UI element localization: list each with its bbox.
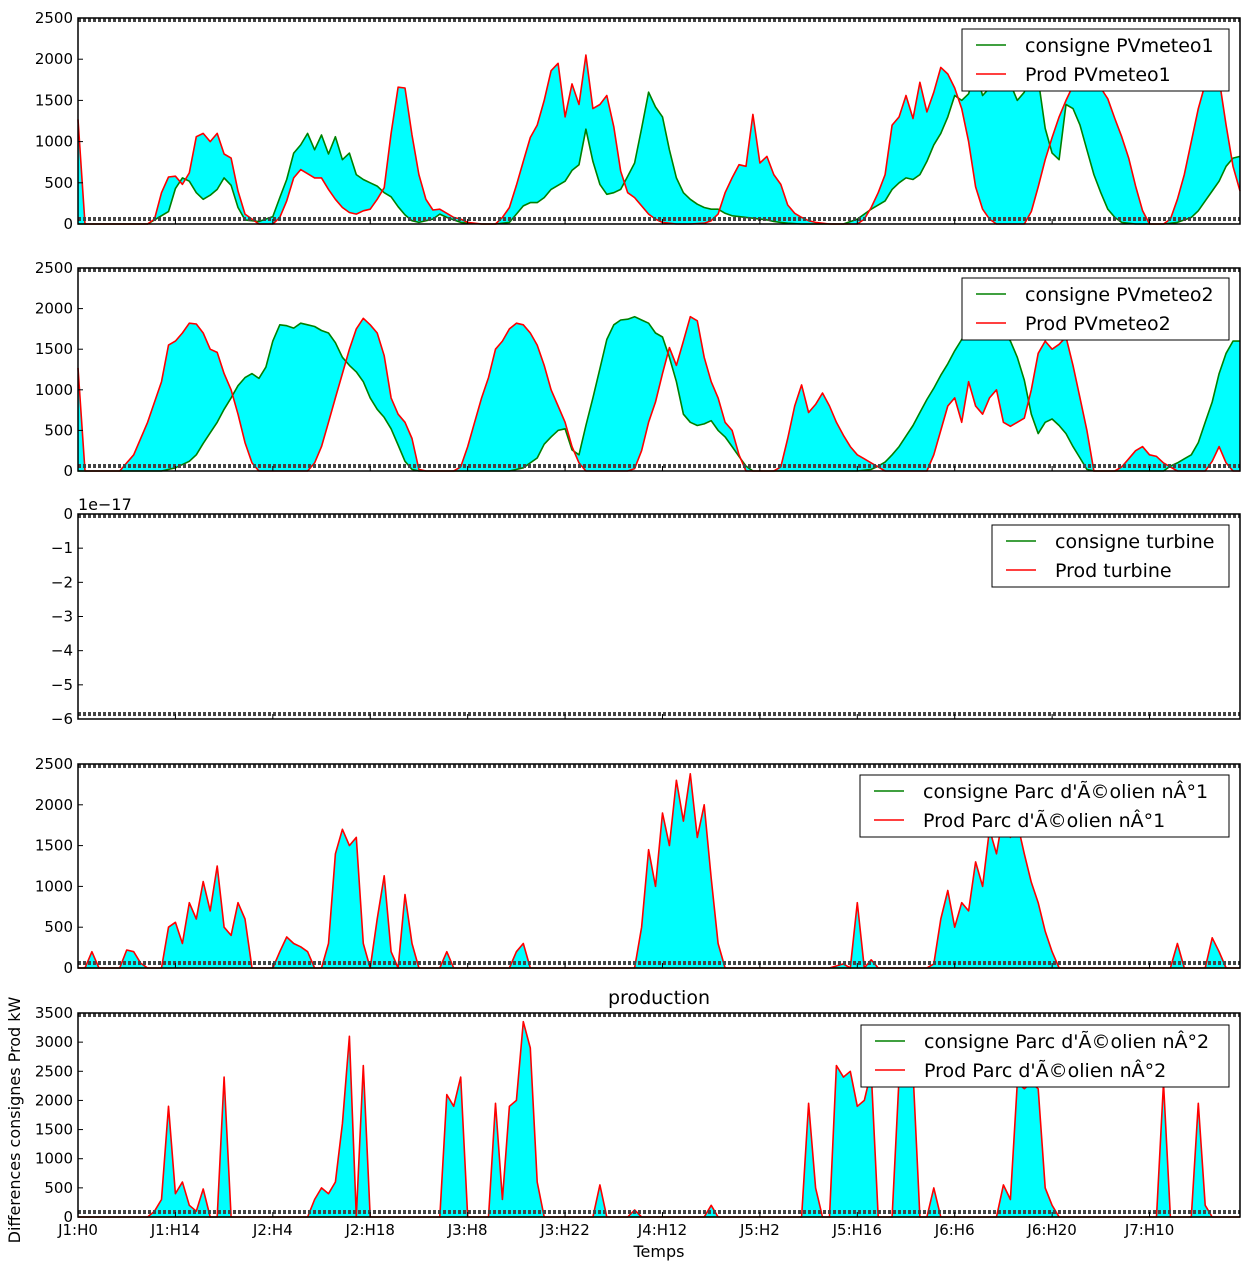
panel-1: 0 500 1000 1500 2000 2500 consigne PVmeteo1 Pro… [35,9,1241,233]
y-axis-label: Differences consignes Prod kW [5,996,24,1243]
y-tick-label: 1500 [35,837,73,855]
y-tick-label: −4 [51,642,73,660]
series-line-prod [77,315,1240,472]
legend-entry: consigne turbine [1055,531,1215,553]
y-tick-label: 0 [63,959,73,977]
chart-panels: 0 500 1000 1500 2000 2500 consigne PVmeteo1 Pro… [35,9,1241,1239]
legend-entry: Prod turbine [1055,560,1172,582]
legend: consigne PVmeteo1 Prod PVmeteo1 [961,28,1230,92]
legend-entry: Prod PVmeteo1 [1025,64,1171,86]
panel-4: 0 500 1000 1500 2000 2500 consigne Parc d'Ã©ol… [35,755,1241,977]
legend-box [961,277,1230,341]
y-tick-label: 1000 [35,1150,73,1168]
y-tick-label: 0 [63,215,73,233]
y-tick-label: 2500 [35,9,73,27]
x-tick-label: J1:H14 [150,1221,200,1239]
fill-between-area [78,54,1240,224]
y-tick-label: 2500 [35,1062,73,1080]
x-tick-label: J3:H8 [447,1221,488,1239]
y-tick-label: 3500 [35,1004,73,1022]
x-tick-label: J2:H4 [252,1221,293,1239]
plot-frame [77,763,1241,969]
y-tick-label: 2000 [35,1091,73,1109]
y-tick-label: 0 [63,505,73,523]
legend: consigne turbine Prod turbine [991,524,1230,588]
y-tick-label: 2500 [35,755,73,773]
legend-entry: consigne Parc d'Ã©olien nÂ°2 [924,1030,1209,1053]
y-tick-label: 1000 [35,133,73,151]
x-tick-label: J7:H10 [1124,1221,1174,1239]
y-tick-label: 1500 [35,1121,73,1139]
legend-box [961,28,1230,92]
legend-entry: Prod PVmeteo2 [1025,313,1171,335]
x-tick-label: J2:H18 [345,1221,395,1239]
fill-between-area [78,316,1240,471]
x-tick-label: J6:H6 [934,1221,975,1239]
y-tick-label: 2000 [35,50,73,68]
legend-box [860,1024,1230,1088]
y-tick-label: 1000 [35,877,73,895]
y-tick-label: −2 [51,573,73,591]
y-tick-label: 500 [44,918,73,936]
x-tick-label: J1:H0 [57,1221,98,1239]
legend-box [991,524,1230,588]
y-tick-label: −1 [51,539,73,557]
panel-2: 0 500 1000 1500 2000 2500 consigne PVmeteo2 Pro… [35,259,1241,480]
y-tick-label: −5 [51,676,73,694]
series-line-prod [78,773,1240,969]
x-tick-label: J6:H20 [1026,1221,1076,1239]
y-tick-label: 500 [44,1179,73,1197]
y-tick-label: −6 [51,710,73,728]
y-tick-label: 1000 [35,381,73,399]
legend-entry: consigne PVmeteo2 [1025,284,1214,306]
plot-frame [77,267,1241,472]
series-line-consigne [78,315,1240,472]
y-tick-label: 0 [63,1208,73,1226]
y-tick-label: 1500 [35,91,73,109]
legend-box [859,774,1230,838]
y-tick-label: 2000 [35,796,73,814]
y-tick-label: −3 [51,608,73,626]
legend-entry: consigne PVmeteo1 [1025,35,1214,57]
legend: consigne PVmeteo2 Prod PVmeteo2 [961,277,1230,341]
x-tick-label: J5:H2 [739,1221,780,1239]
panel-5: 0 500 1000 1500 2000 2500 3000 3500 J1:H0 J1:H14 J… [35,1004,1241,1239]
x-tick-label: J4:H12 [637,1221,687,1239]
x-tick-label: J3:H22 [539,1221,589,1239]
figure-title: production [608,987,710,1009]
x-tick-label: J5:H16 [832,1221,882,1239]
plot-frame [77,17,1241,225]
legend-entry: Prod Parc d'Ã©olien nÂ°1 [923,809,1165,832]
legend-entry: consigne Parc d'Ã©olien nÂ°1 [923,780,1208,803]
panel-3: 0 −1 −2 −3 −4 −5 −6 1e−17 consigne turbine Prod t… [51,495,1241,728]
y-tick-label: 2500 [35,259,73,277]
y-tick-label: 3000 [35,1033,73,1051]
legend-entry: Prod Parc d'Ã©olien nÂ°2 [924,1059,1166,1082]
plot-frame [77,1012,1241,1218]
y-offset-label: 1e−17 [78,495,132,514]
y-tick-label: 500 [44,174,73,192]
y-tick-label: 1500 [35,340,73,358]
legend: consigne Parc d'Ã©olien nÂ°1 Prod Parc d'… [859,774,1230,838]
series-line-consigne [78,53,1241,225]
x-axis-label: Temps [633,1242,685,1261]
y-tick-label: 0 [63,462,73,480]
fill-between-area [78,773,1240,968]
y-tick-label: 2000 [35,300,73,318]
y-tick-label: 500 [44,421,73,439]
legend: consigne Parc d'Ã©olien nÂ°2 Prod Parc d'… [860,1024,1230,1088]
